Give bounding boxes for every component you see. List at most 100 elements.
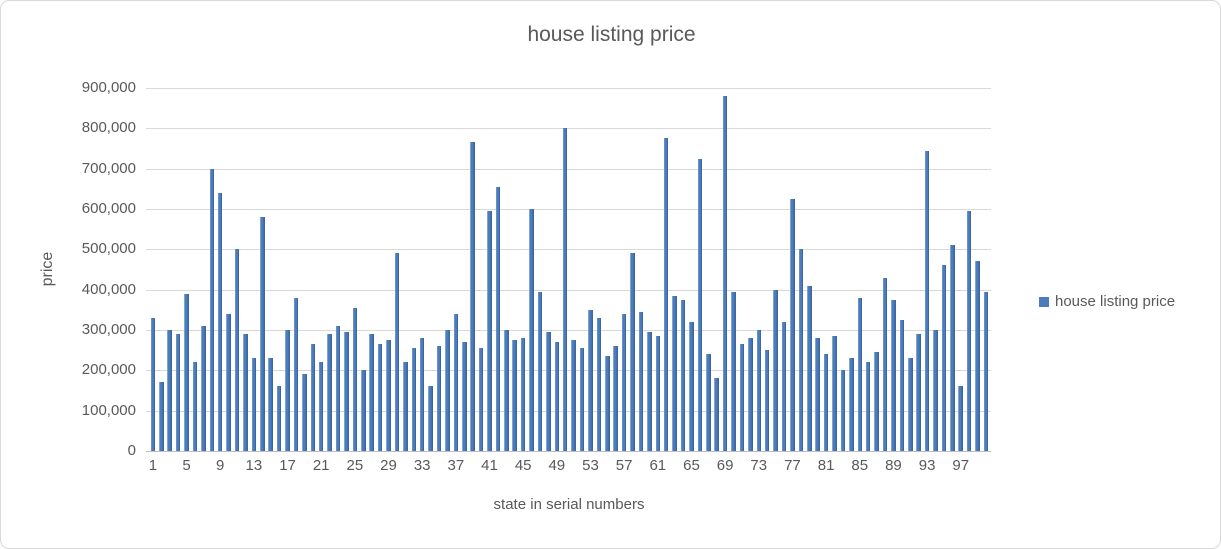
bar-serial-42[interactable]: [495, 186, 501, 451]
bar-serial-40[interactable]: [478, 348, 484, 451]
bar-serial-86[interactable]: [865, 362, 871, 451]
bar-serial-6[interactable]: [192, 362, 198, 451]
bar-serial-58[interactable]: [630, 253, 635, 451]
bar-serial-2[interactable]: [159, 382, 164, 451]
bar-serial-71[interactable]: [739, 344, 745, 451]
bar-serial-44[interactable]: [512, 340, 517, 451]
bar-serial-94[interactable]: [933, 330, 938, 451]
bar-serial-85[interactable]: [857, 297, 862, 451]
bar-serial-17[interactable]: [285, 330, 290, 451]
bar-serial-92[interactable]: [916, 334, 921, 451]
bar-serial-67[interactable]: [706, 354, 711, 451]
bar-serial-82[interactable]: [832, 336, 837, 451]
bar-serial-36[interactable]: [445, 330, 450, 451]
bar-serial-18[interactable]: [293, 297, 299, 451]
bar-serial-32[interactable]: [411, 348, 416, 451]
bar-serial-53[interactable]: [588, 309, 593, 451]
bar-serial-98[interactable]: [966, 211, 972, 451]
bar-serial-84[interactable]: [849, 358, 854, 451]
bar-serial-16[interactable]: [276, 386, 282, 451]
bar-serial-79[interactable]: [807, 285, 812, 451]
bar-serial-29[interactable]: [386, 340, 391, 451]
bar-serial-45[interactable]: [520, 338, 526, 451]
bar-serial-57[interactable]: [621, 313, 627, 451]
bar-serial-50[interactable]: [562, 128, 568, 451]
bar-serial-61[interactable]: [655, 336, 661, 451]
bar-serial-25[interactable]: [352, 307, 358, 451]
bar-serial-4[interactable]: [175, 334, 181, 451]
bar-serial-91[interactable]: [908, 358, 913, 451]
bar-serial-46[interactable]: [529, 209, 534, 451]
bar-serial-52[interactable]: [579, 348, 585, 451]
bar-serial-43[interactable]: [504, 330, 509, 451]
bar-serial-5[interactable]: [184, 293, 189, 451]
bar-serial-88[interactable]: [882, 277, 888, 451]
bar-serial-9[interactable]: [217, 192, 223, 451]
bar-serial-83[interactable]: [840, 370, 846, 451]
bar-serial-13[interactable]: [251, 358, 257, 451]
bar-serial-93[interactable]: [924, 150, 930, 451]
bar-serial-23[interactable]: [335, 325, 341, 451]
bar-serial-22[interactable]: [327, 334, 332, 451]
bar-serial-68[interactable]: [714, 378, 719, 451]
bar-serial-55[interactable]: [605, 356, 610, 451]
bar-serial-70[interactable]: [731, 291, 736, 451]
bar-serial-21[interactable]: [318, 362, 324, 451]
bar-serial-97[interactable]: [958, 386, 963, 451]
bar-serial-34[interactable]: [428, 386, 433, 451]
bar-serial-60[interactable]: [647, 332, 652, 451]
bar-serial-31[interactable]: [403, 362, 408, 451]
bar-serial-65[interactable]: [689, 321, 694, 451]
bar-serial-8[interactable]: [209, 168, 215, 451]
bar-serial-19[interactable]: [302, 374, 307, 451]
bar-serial-90[interactable]: [899, 319, 905, 451]
bar-serial-49[interactable]: [554, 342, 560, 451]
bar-serial-81[interactable]: [823, 354, 829, 451]
bar-serial-1[interactable]: [150, 317, 156, 451]
bar-serial-100[interactable]: [983, 291, 989, 451]
bar-serial-26[interactable]: [361, 370, 366, 451]
bar-serial-24[interactable]: [344, 332, 349, 451]
bar-serial-95[interactable]: [941, 265, 947, 451]
bar-serial-80[interactable]: [815, 338, 820, 451]
bar-serial-76[interactable]: [781, 321, 787, 451]
bar-serial-51[interactable]: [571, 340, 576, 451]
bar-serial-89[interactable]: [891, 299, 896, 451]
bar-serial-30[interactable]: [394, 253, 400, 451]
bar-serial-56[interactable]: [613, 346, 618, 451]
bar-serial-39[interactable]: [470, 142, 475, 451]
bar-serial-11[interactable]: [234, 249, 240, 451]
bar-serial-96[interactable]: [950, 245, 955, 451]
bar-serial-20[interactable]: [310, 344, 316, 451]
bar-serial-78[interactable]: [798, 249, 804, 451]
bar-serial-74[interactable]: [764, 350, 770, 451]
bar-serial-28[interactable]: [377, 344, 383, 451]
bar-serial-37[interactable]: [453, 313, 459, 451]
bar-serial-62[interactable]: [663, 138, 669, 451]
bar-serial-77[interactable]: [790, 198, 795, 451]
bar-serial-38[interactable]: [462, 342, 467, 451]
bar-serial-47[interactable]: [537, 291, 543, 451]
bar-serial-69[interactable]: [722, 96, 728, 451]
bar-serial-59[interactable]: [638, 311, 644, 451]
bar-serial-63[interactable]: [672, 295, 677, 451]
bar-serial-10[interactable]: [226, 313, 231, 451]
bar-serial-48[interactable]: [546, 332, 551, 451]
bar-serial-3[interactable]: [167, 330, 172, 451]
bar-serial-35[interactable]: [436, 346, 442, 451]
bar-serial-15[interactable]: [268, 358, 273, 451]
bar-serial-33[interactable]: [419, 338, 425, 451]
bar-serial-41[interactable]: [487, 211, 492, 451]
bar-serial-27[interactable]: [369, 334, 374, 451]
bar-serial-7[interactable]: [201, 325, 206, 451]
bar-serial-73[interactable]: [756, 330, 762, 451]
bar-serial-99[interactable]: [975, 261, 980, 451]
bar-serial-87[interactable]: [874, 352, 879, 451]
bar-serial-72[interactable]: [748, 338, 753, 451]
bar-serial-66[interactable]: [697, 158, 703, 451]
bar-serial-12[interactable]: [243, 334, 248, 451]
bar-serial-54[interactable]: [596, 317, 602, 451]
legend[interactable]: house listing price: [1039, 293, 1175, 310]
bar-serial-14[interactable]: [260, 217, 265, 451]
bar-serial-75[interactable]: [773, 289, 778, 451]
